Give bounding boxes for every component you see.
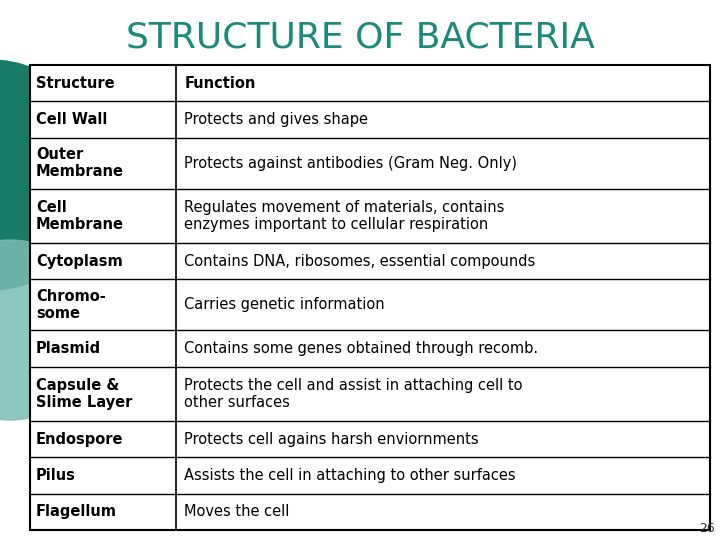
Text: Contains DNA, ribosomes, essential compounds: Contains DNA, ribosomes, essential compo… xyxy=(184,254,536,269)
Text: Pilus: Pilus xyxy=(36,468,76,483)
Circle shape xyxy=(0,60,105,290)
Text: Protects and gives shape: Protects and gives shape xyxy=(184,112,368,127)
Text: Capsule &
Slime Layer: Capsule & Slime Layer xyxy=(36,377,132,410)
Text: Regulates movement of materials, contains
enzymes important to cellular respirat: Regulates movement of materials, contain… xyxy=(184,200,505,232)
Circle shape xyxy=(0,240,100,420)
Text: STRUCTURE OF BACTERIA: STRUCTURE OF BACTERIA xyxy=(125,21,595,55)
Text: Structure: Structure xyxy=(36,76,114,91)
Text: Flagellum: Flagellum xyxy=(36,504,117,519)
Text: Protects the cell and assist in attaching cell to
other surfaces: Protects the cell and assist in attachin… xyxy=(184,377,523,410)
Text: Chromo-
some: Chromo- some xyxy=(36,288,106,321)
Text: Protects cell agains harsh enviornments: Protects cell agains harsh enviornments xyxy=(184,431,479,447)
Text: Plasmid: Plasmid xyxy=(36,341,101,356)
Text: Cytoplasm: Cytoplasm xyxy=(36,254,122,269)
Text: Contains some genes obtained through recomb.: Contains some genes obtained through rec… xyxy=(184,341,539,356)
Bar xyxy=(30,65,710,530)
Text: Carries genetic information: Carries genetic information xyxy=(184,297,384,312)
Text: Moves the cell: Moves the cell xyxy=(184,504,289,519)
Text: Cell
Membrane: Cell Membrane xyxy=(36,200,124,232)
Text: Assists the cell in attaching to other surfaces: Assists the cell in attaching to other s… xyxy=(184,468,516,483)
Text: 26: 26 xyxy=(699,522,715,535)
Text: Endospore: Endospore xyxy=(36,431,124,447)
Text: Cell Wall: Cell Wall xyxy=(36,112,107,127)
Text: Protects against antibodies (Gram Neg. Only): Protects against antibodies (Gram Neg. O… xyxy=(184,156,517,171)
Text: Outer
Membrane: Outer Membrane xyxy=(36,147,124,179)
Text: Function: Function xyxy=(184,76,256,91)
